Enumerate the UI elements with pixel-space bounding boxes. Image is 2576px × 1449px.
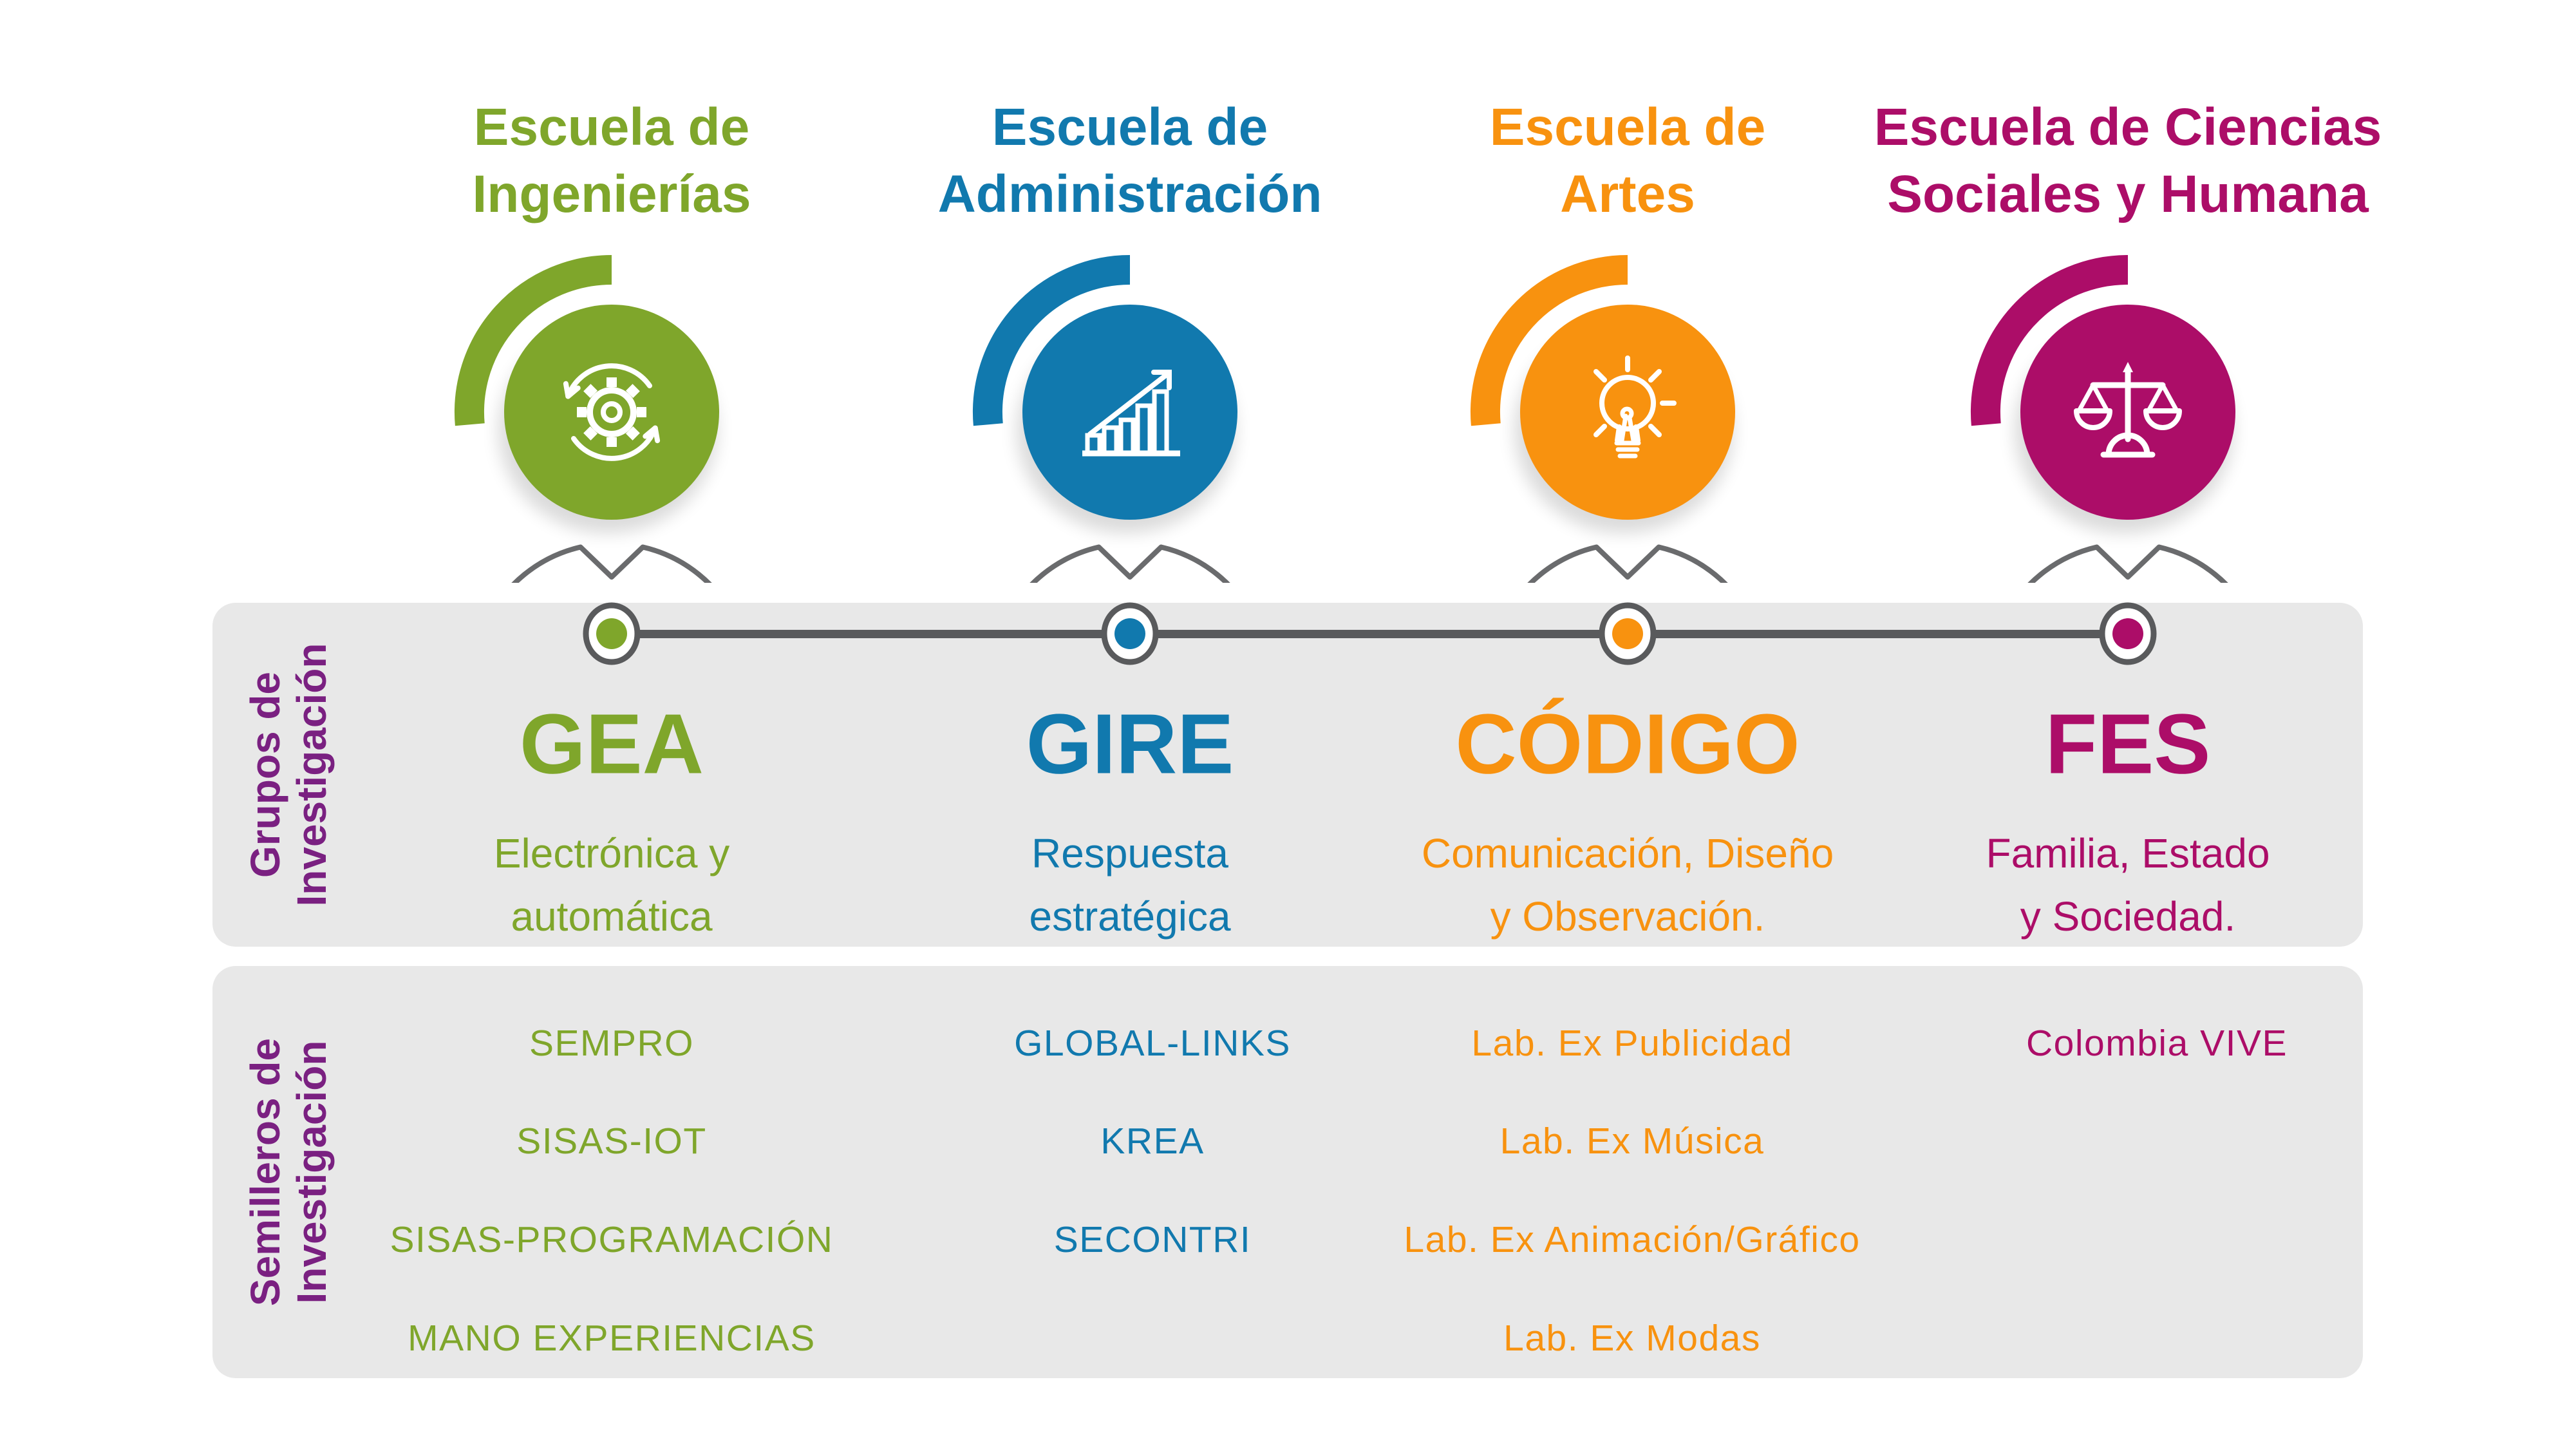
pin-bubble xyxy=(1527,544,1728,583)
semilleros-section-label: Semilleros de Investigación xyxy=(242,1038,335,1306)
pin-progress-arc xyxy=(1471,255,1628,426)
semillero-item: Lab. Ex Modas xyxy=(1503,1318,1761,1359)
school-header-line: Ingenierías xyxy=(472,165,751,223)
node-dot xyxy=(1612,618,1643,649)
school-header-artes: Escuela de Artes xyxy=(1177,94,2078,228)
gear-sync-icon xyxy=(563,363,661,461)
school-header-line: Sociales y Humana xyxy=(1887,165,2369,223)
semillero-item: GLOBAL-LINKS xyxy=(1014,1023,1291,1064)
semillero-item: SISAS-IOT xyxy=(516,1121,707,1162)
group-name-fes: FES xyxy=(2045,696,2211,791)
school-pin-ciencias-sociales xyxy=(1971,255,2235,583)
school-header-administracion: Escuela de Administración xyxy=(679,94,1581,228)
school-header-ingenierias: Escuela de Ingenierías xyxy=(161,94,1062,228)
section-label-line: Investigación xyxy=(288,643,335,907)
timeline-node-codigo xyxy=(1599,602,1657,665)
semillero-item: SISAS-PROGRAMACIÓN xyxy=(390,1219,834,1260)
pin-disc xyxy=(1022,305,1237,520)
semillero-item: KREA xyxy=(1100,1121,1205,1162)
school-header-line: Escuela de xyxy=(992,98,1268,156)
group-name-gire: GIRE xyxy=(1026,696,1234,791)
group-desc-line: estratégica xyxy=(1029,893,1231,940)
justice-scale-icon xyxy=(2074,362,2182,458)
node-dot xyxy=(596,618,627,649)
group-desc-line: Electrónica y xyxy=(493,830,730,876)
group-desc-line: Familia, Estado xyxy=(1986,830,2270,876)
semillero-item: SECONTRI xyxy=(1053,1219,1252,1260)
node-dot xyxy=(1114,618,1145,649)
group-desc-line: Comunicación, Diseño xyxy=(1421,830,1834,876)
pin-progress-arc xyxy=(973,255,1131,426)
section-label-line: Semilleros de xyxy=(242,1037,288,1307)
semillero-item: Lab. Ex Música xyxy=(1500,1121,1765,1162)
pin-bubble xyxy=(511,544,712,583)
semilleros-panel xyxy=(212,966,2363,1378)
section-label-line: Grupos de xyxy=(242,671,288,878)
school-pin-administracion xyxy=(973,255,1237,583)
school-pin-ingenierias xyxy=(455,255,719,583)
school-header-line: Escuela de xyxy=(1489,98,1766,156)
school-header-line: Escuela de xyxy=(473,98,750,156)
group-desc-fes: Familia, Estado y Sociedad. xyxy=(1986,822,2270,948)
section-label-line: Investigación xyxy=(288,1040,335,1304)
group-name-codigo: CÓDIGO xyxy=(1455,696,1800,791)
group-desc-line: y Sociedad. xyxy=(2020,893,2236,940)
semillero-item: MANO EXPERIENCIAS xyxy=(408,1318,816,1359)
pin-bubble xyxy=(1029,544,1230,583)
school-header-ciencias-sociales: Escuela de Ciencias Sociales y Humana xyxy=(1677,94,2576,228)
pin-bubble xyxy=(2027,544,2228,583)
school-header-line: Administración xyxy=(937,165,1322,223)
group-desc-line: Respuesta xyxy=(1031,830,1228,876)
semillero-item: Lab. Ex Animación/Gráfico xyxy=(1404,1219,1861,1260)
timeline-node-fes xyxy=(2099,602,2157,665)
semillero-item: Lab. Ex Publicidad xyxy=(1471,1023,1793,1064)
group-desc-codigo: Comunicación, Diseño y Observación. xyxy=(1422,822,1834,948)
timeline-node-gire xyxy=(1101,602,1159,665)
grupos-panel xyxy=(212,603,2363,947)
group-desc-gire: Respuesta estratégica xyxy=(1029,822,1230,948)
node-dot xyxy=(2112,618,2143,649)
group-desc-line: automática xyxy=(511,893,713,940)
school-pin-artes xyxy=(1471,255,1735,583)
group-desc-gea: Electrónica y automática xyxy=(494,822,729,948)
grupos-section-label: Grupos de Investigación xyxy=(242,643,335,907)
school-header-line: Artes xyxy=(1560,165,1695,223)
semillero-item: SEMPRO xyxy=(529,1023,695,1064)
timeline-node-gea xyxy=(583,602,641,665)
pin-progress-arc xyxy=(1971,255,2129,426)
idea-bulb-icon xyxy=(1594,355,1677,459)
pin-disc xyxy=(1520,305,1735,520)
school-header-line: Escuela de Ciencias xyxy=(1874,98,2382,156)
group-name-gea: GEA xyxy=(519,696,704,791)
semillero-item: Colombia VIVE xyxy=(2026,1023,2288,1064)
growth-chart-icon xyxy=(1082,370,1180,457)
pin-progress-arc xyxy=(455,255,612,426)
group-desc-line: y Observación. xyxy=(1490,893,1765,940)
pin-disc xyxy=(504,305,719,520)
timeline-line xyxy=(612,630,2131,638)
